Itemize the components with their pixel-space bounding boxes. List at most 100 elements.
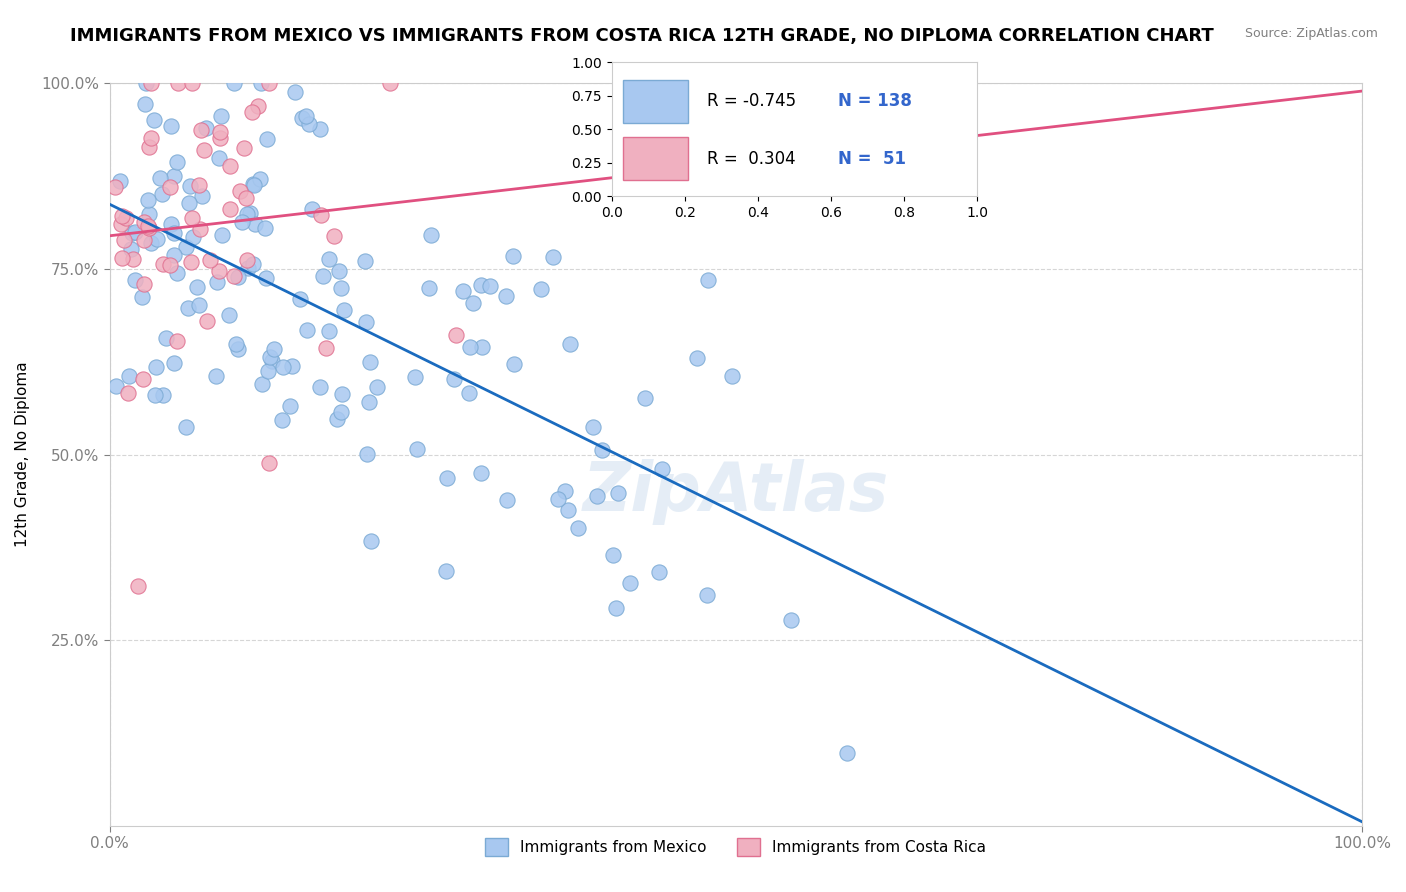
Point: [180, 255, 202, 269]
Point: [242, 256, 264, 270]
Point: [252, 377, 274, 392]
Point: [461, 295, 484, 310]
Point: [634, 391, 657, 405]
Point: [174, 419, 197, 434]
Point: [160, 217, 183, 231]
Point: [284, 85, 307, 99]
Point: [136, 194, 159, 208]
Point: [152, 388, 174, 402]
Point: [235, 207, 257, 221]
Text: R = -0.745: R = -0.745: [707, 92, 796, 111]
Text: R =  0.304: R = 0.304: [707, 150, 796, 168]
Point: [298, 117, 321, 131]
Point: [229, 184, 252, 198]
Point: [138, 206, 160, 220]
Point: [127, 579, 149, 593]
Point: [115, 211, 138, 226]
Point: [329, 281, 352, 295]
Point: [721, 369, 744, 384]
Point: [308, 122, 330, 136]
Y-axis label: 12th Grade, No Diploma: 12th Grade, No Diploma: [15, 361, 30, 548]
Point: [142, 113, 165, 128]
Point: [138, 219, 160, 234]
Point: [360, 534, 382, 549]
Point: [318, 252, 340, 266]
Point: [108, 174, 131, 188]
Point: [779, 613, 801, 627]
Point: [186, 280, 208, 294]
Point: [231, 215, 253, 229]
Point: [104, 180, 127, 194]
Point: [209, 131, 232, 145]
Point: [295, 109, 318, 123]
Point: [121, 226, 143, 240]
FancyBboxPatch shape: [623, 79, 689, 122]
Point: [470, 466, 492, 480]
Point: [188, 221, 211, 235]
Point: [696, 588, 718, 602]
Point: [211, 227, 233, 242]
Point: [471, 341, 494, 355]
Point: [111, 251, 134, 265]
Point: [458, 385, 481, 400]
Point: [188, 298, 211, 312]
Point: [159, 258, 181, 272]
Point: [308, 380, 330, 394]
Point: [607, 485, 630, 500]
Point: [247, 99, 270, 113]
Point: [208, 152, 231, 166]
Point: [315, 341, 337, 355]
Point: [232, 141, 254, 155]
Point: [557, 503, 579, 517]
Point: [224, 268, 246, 283]
Point: [257, 456, 280, 470]
Point: [117, 386, 139, 401]
Point: [446, 327, 468, 342]
Point: [470, 278, 492, 293]
Point: [139, 235, 162, 250]
Point: [322, 229, 344, 244]
Point: [309, 208, 332, 222]
Point: [195, 314, 218, 328]
Point: [114, 233, 136, 247]
Point: [495, 289, 517, 303]
Point: [209, 125, 232, 139]
Point: [150, 186, 173, 201]
Point: [326, 412, 349, 426]
Text: IMMIGRANTS FROM MEXICO VS IMMIGRANTS FROM COSTA RICA 12TH GRADE, NO DIPLOMA CORR: IMMIGRANTS FROM MEXICO VS IMMIGRANTS FRO…: [70, 27, 1213, 45]
Point: [567, 521, 589, 535]
Point: [181, 77, 204, 91]
Point: [163, 248, 186, 262]
Point: [145, 232, 167, 246]
Point: [359, 354, 381, 368]
Point: [451, 284, 474, 298]
Point: [503, 357, 526, 371]
Point: [235, 191, 257, 205]
Point: [554, 484, 576, 499]
Point: [155, 331, 177, 345]
Point: [332, 302, 354, 317]
Point: [354, 253, 377, 268]
Point: [122, 252, 145, 266]
Point: [239, 206, 262, 220]
Point: [224, 77, 246, 91]
Point: [181, 229, 204, 244]
Legend: Immigrants from Mexico, Immigrants from Costa Rica: Immigrants from Mexico, Immigrants from …: [479, 831, 993, 863]
Point: [354, 315, 377, 329]
Point: [502, 250, 524, 264]
Point: [420, 227, 443, 242]
Point: [139, 131, 162, 145]
Point: [120, 242, 142, 256]
Point: [648, 565, 671, 579]
Point: [458, 340, 481, 354]
Text: N =  51: N = 51: [838, 150, 907, 168]
Point: [219, 159, 242, 173]
Point: [163, 356, 186, 370]
Point: [591, 443, 613, 458]
Point: [406, 442, 429, 457]
Point: [619, 576, 641, 591]
Point: [238, 260, 260, 275]
Point: [134, 96, 156, 111]
Point: [209, 109, 232, 123]
Point: [418, 281, 440, 295]
